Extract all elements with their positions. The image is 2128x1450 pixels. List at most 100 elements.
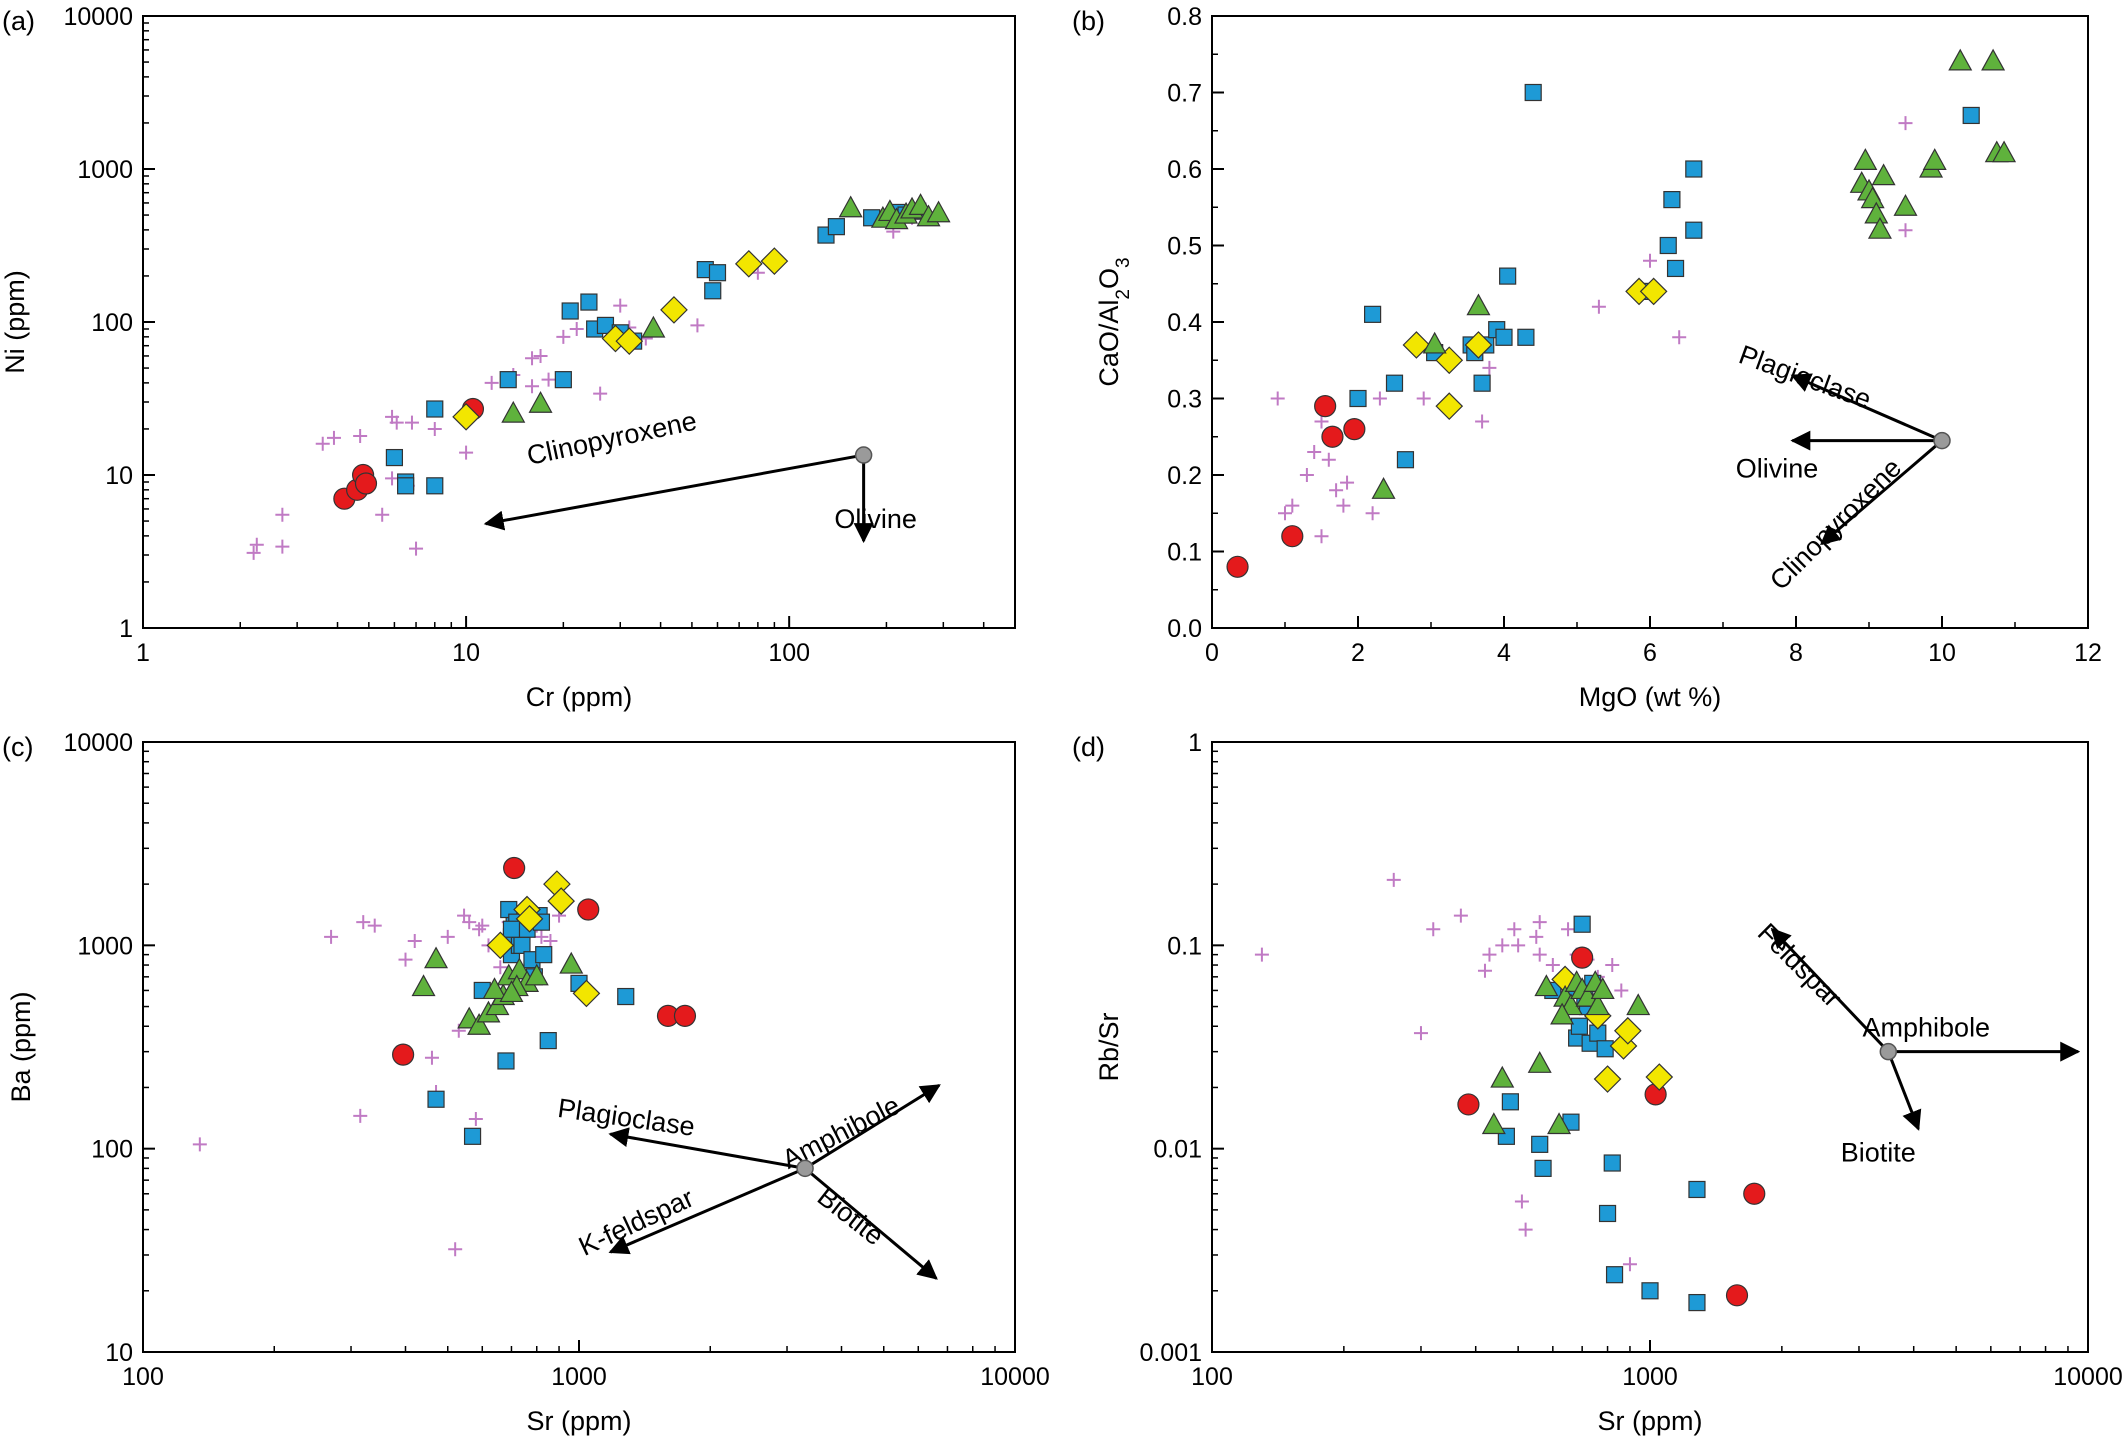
data-point-triangle (838, 195, 863, 218)
data-point-diamond (660, 296, 688, 324)
data-point-cross (1477, 963, 1492, 978)
y-tick-label: 0.7 (1167, 80, 1202, 108)
data-point-square (426, 477, 444, 495)
data-point-square (385, 448, 404, 467)
data-point-circle (1457, 1093, 1480, 1116)
series-cross (1270, 116, 1913, 544)
data-point-cross (1898, 223, 1913, 238)
data-point-cross (315, 436, 330, 451)
data-point-diamond (515, 904, 544, 933)
y-tick-label: 0.1 (1167, 539, 1202, 567)
data-point-cross (556, 329, 571, 344)
data-point-square (1501, 1093, 1519, 1111)
data-point-diamond (1593, 1065, 1622, 1093)
chart-panel: (a) 1 10 100 1 10 100 1000 10000 Cr (ppm) Ni (ppm)… (0, 3, 1016, 712)
data-point-cross (375, 507, 390, 522)
data-point-triangle (1481, 1112, 1506, 1135)
data-point-cross (1314, 529, 1329, 544)
data-point-triangle (1371, 477, 1396, 499)
data-point-square (1573, 915, 1591, 933)
y-tick-label: 0.3 (1167, 386, 1202, 414)
data-point-square (1349, 389, 1367, 408)
data-point-triangle (524, 963, 549, 986)
x-axis-label: MgO (wt %) (1579, 682, 1722, 712)
data-point-cross (1475, 414, 1490, 429)
data-point-cross (525, 351, 540, 366)
data-point-cross (1529, 929, 1544, 944)
data-point-diamond (572, 979, 601, 1008)
data-point-cross (493, 960, 508, 975)
y-tick-label: 0.01 (1153, 1136, 1202, 1164)
data-point-triangle (411, 974, 436, 997)
data-point-triangle (507, 957, 532, 980)
data-point-cross (462, 915, 477, 930)
data-point-square (1596, 1040, 1614, 1058)
series-circle (1226, 395, 1366, 578)
vector-label: Amphibole (777, 1090, 904, 1175)
data-point-cross (1482, 360, 1497, 375)
data-point-cross (404, 415, 419, 430)
y-tick-label: 0.001 (1139, 1339, 1202, 1367)
series-triangle (1481, 970, 1651, 1135)
data-point-triangle (1871, 163, 1896, 186)
data-point-square (535, 946, 553, 964)
data-point-square (1962, 106, 1980, 125)
data-point-diamond (486, 931, 515, 960)
data-point-cross (246, 545, 261, 560)
y-tick-label: 1 (119, 615, 133, 643)
data-point-circle (1281, 525, 1304, 548)
vector-label: Clinopyroxene (524, 406, 699, 471)
series-circle (392, 856, 697, 1066)
data-point-circle (1321, 425, 1344, 448)
data-point-square (1685, 160, 1703, 178)
data-point-cross (541, 372, 556, 387)
data-point-square (1473, 374, 1491, 392)
data-point-cross (1518, 1222, 1533, 1237)
y-tick-label: 0.0 (1167, 615, 1202, 643)
data-point-square (497, 1052, 515, 1070)
y-tick-label: 10000 (63, 3, 133, 31)
data-point-square (580, 293, 598, 311)
vector-arrow (483, 453, 864, 531)
vector-label: Biotite (812, 1181, 890, 1251)
data-point-square (1663, 191, 1681, 209)
y-axis-label: Ni (ppm) (0, 270, 30, 374)
data-point-cross (353, 428, 368, 443)
data-point-square (1570, 1017, 1589, 1035)
data-point-circle (673, 1004, 697, 1027)
data-point-triangle (1590, 977, 1615, 1000)
data-point-cross (533, 348, 548, 363)
vector-origin (854, 446, 873, 464)
data-point-triangle (1585, 993, 1610, 1016)
data-point-square (426, 400, 444, 418)
data-point-circle (392, 1043, 415, 1066)
plot-frame (1211, 15, 2089, 629)
data-point-cross (1254, 947, 1269, 962)
y-tick-label: 0.6 (1167, 156, 1202, 184)
data-point-square (1517, 328, 1535, 346)
data-point-cross (525, 379, 540, 394)
data-point-square (397, 477, 415, 495)
data-point-cross (1532, 915, 1547, 930)
data-point-diamond (1402, 331, 1431, 359)
data-point-cross (249, 537, 264, 552)
data-point-diamond (1609, 1032, 1638, 1060)
data-point-cross (1416, 391, 1431, 406)
vector-label: Olivine (834, 504, 917, 534)
data-point-triangle (499, 980, 524, 1003)
data-point-diamond (1435, 346, 1464, 375)
data-point-cross (448, 1242, 463, 1257)
x-tick-label: 10 (452, 639, 480, 667)
data-point-cross (1413, 1026, 1428, 1041)
data-point-triangle (641, 315, 666, 338)
data-point-cross (192, 1137, 207, 1152)
data-point-triangle (424, 946, 449, 969)
data-point-cross (593, 386, 608, 401)
data-point-square (1641, 1282, 1659, 1300)
data-point-triangle (1853, 148, 1878, 170)
data-point-cross (1321, 452, 1336, 467)
data-point-square (1499, 267, 1517, 285)
data-point-cross (407, 934, 422, 949)
data-point-diamond (1645, 1063, 1674, 1091)
